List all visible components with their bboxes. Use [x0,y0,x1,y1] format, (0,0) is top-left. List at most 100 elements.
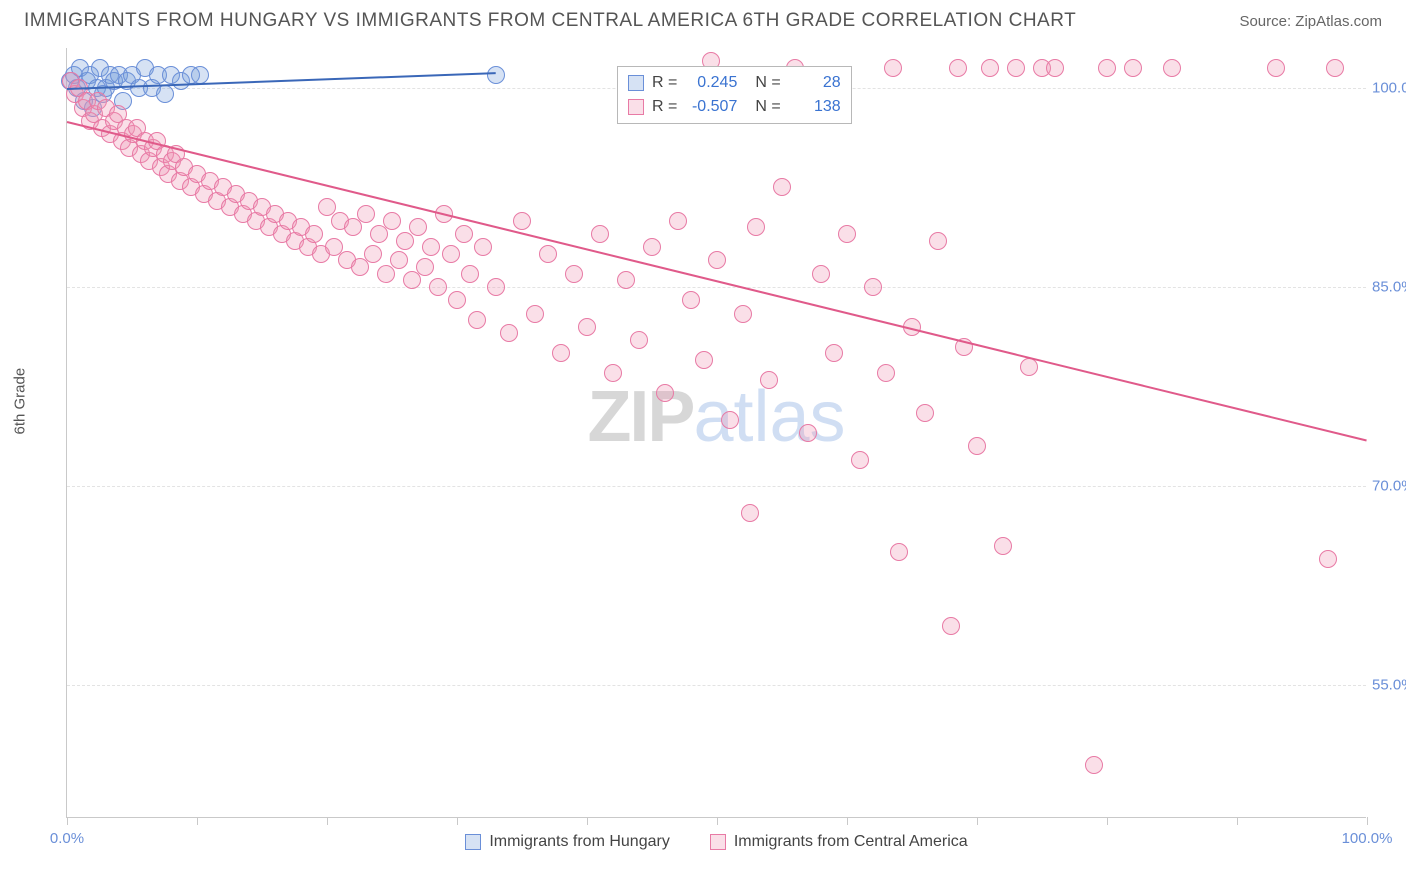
data-point [1163,59,1181,77]
n-label: N = [755,98,780,116]
data-point [344,218,362,236]
data-point [741,504,759,522]
data-point [364,245,382,263]
data-point [884,59,902,77]
data-point [468,311,486,329]
data-point [1267,59,1285,77]
data-point [552,344,570,362]
legend-item: Immigrants from Hungary [465,833,670,851]
data-point [526,305,544,323]
data-point [916,404,934,422]
data-point [487,278,505,296]
data-point [760,371,778,389]
data-point [1085,756,1103,774]
y-tick-label: 85.0% [1372,278,1406,295]
data-point [1319,550,1337,568]
data-point [429,278,447,296]
data-point [929,232,947,250]
r-value: -0.507 [685,98,737,116]
data-point [383,212,401,230]
data-point [656,384,674,402]
data-point [1046,59,1064,77]
data-point [968,437,986,455]
data-point [578,318,596,336]
x-tick [1367,817,1368,825]
data-point [416,258,434,276]
data-point [669,212,687,230]
data-point [864,278,882,296]
stats-legend-row: R = -0.507 N = 138 [628,95,841,119]
n-value: 28 [789,74,841,92]
data-point [981,59,999,77]
data-point [474,238,492,256]
n-label: N = [755,74,780,92]
legend-swatch [628,99,644,115]
r-value: 0.245 [685,74,737,92]
y-tick-label: 55.0% [1372,677,1406,694]
data-point [500,324,518,342]
data-point [643,238,661,256]
legend-item: Immigrants from Central America [710,833,968,851]
data-point [825,344,843,362]
watermark-zip: ZIP [587,377,693,457]
y-tick-label: 70.0% [1372,478,1406,495]
y-axis-label: 6th Grade [12,368,29,435]
data-point [838,225,856,243]
data-point [390,251,408,269]
data-point [773,178,791,196]
data-point [994,537,1012,555]
series-legend: Immigrants from Hungary Immigrants from C… [67,833,1366,851]
data-point [156,85,174,103]
chart-title: IMMIGRANTS FROM HUNGARY VS IMMIGRANTS FR… [24,10,1076,32]
data-point [1326,59,1344,77]
data-point [708,251,726,269]
x-tick [847,817,848,825]
legend-swatch [710,834,726,850]
gridline [67,486,1366,487]
data-point [734,305,752,323]
data-point [877,364,895,382]
data-point [539,245,557,263]
n-value: 138 [789,98,841,116]
stats-legend-row: R = 0.245 N = 28 [628,71,841,95]
data-point [799,424,817,442]
watermark-atlas: atlas [693,377,845,457]
data-point [409,218,427,236]
data-point [305,225,323,243]
x-tick [457,817,458,825]
data-point [591,225,609,243]
stats-legend: R = 0.245 N = 28 R = -0.507 N = 138 [617,66,852,124]
gridline [67,685,1366,686]
data-point [747,218,765,236]
data-point [487,66,505,84]
legend-swatch [628,75,644,91]
data-point [455,225,473,243]
y-tick-label: 100.0% [1372,79,1406,96]
data-point [370,225,388,243]
legend-label: Immigrants from Hungary [489,833,670,851]
x-tick [197,817,198,825]
data-point [396,232,414,250]
r-label: R = [652,74,677,92]
legend-swatch [465,834,481,850]
data-point [442,245,460,263]
x-tick [587,817,588,825]
data-point [513,212,531,230]
data-point [377,265,395,283]
data-point [1098,59,1116,77]
data-point [949,59,967,77]
r-label: R = [652,98,677,116]
data-point [721,411,739,429]
x-tick [1107,817,1108,825]
data-point [1124,59,1142,77]
gridline [67,287,1366,288]
data-point [565,265,583,283]
data-point [461,265,479,283]
legend-label: Immigrants from Central America [734,833,968,851]
x-tick [1237,817,1238,825]
data-point [191,66,209,84]
x-tick [717,817,718,825]
data-point [695,351,713,369]
data-point [942,617,960,635]
watermark: ZIPatlas [587,376,845,458]
